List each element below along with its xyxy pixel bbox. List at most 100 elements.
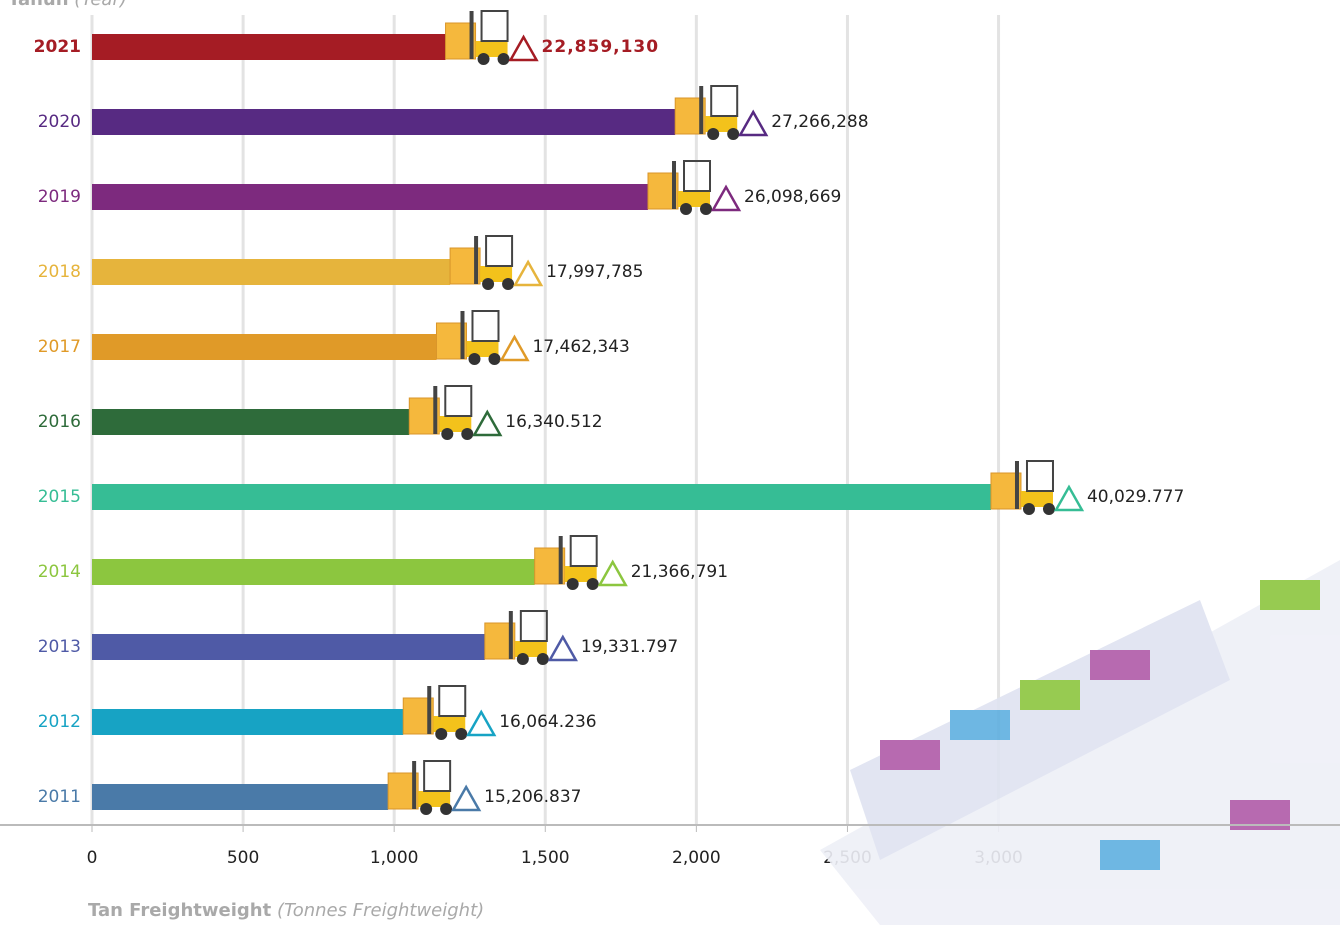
forklift-wheel [517,653,529,665]
bar [92,34,446,60]
bar [92,409,409,435]
forklift-mast [672,161,676,209]
bar [92,559,535,585]
y-tick-label: 2012 [38,712,81,732]
y-tick-label: 2013 [38,637,81,657]
forklift-wheel [478,53,490,65]
forklift-icon [450,236,514,290]
triangle-icon [713,187,739,210]
forklift-wheel [700,203,712,215]
forklift-wheel [587,578,599,590]
value-annotation: 17,462,343 [532,337,629,357]
bar [92,484,991,510]
forklift-mast [474,236,478,284]
y-axis-title-sub: (Year) [74,0,127,10]
forklift-mast [509,611,513,659]
value-annotation: 16,340.512 [505,412,602,432]
triangle-icon [550,637,576,660]
forklift-wheel [1043,503,1055,515]
value-annotation: 40,029.777 [1087,487,1184,507]
triangle-icon [1056,487,1082,510]
forklift-wheel [435,728,447,740]
forklift-cab [439,686,465,716]
forklift-wheel [498,53,510,65]
forklift-wheel [420,803,432,815]
x-tick-label: 2,000 [672,848,721,868]
bar [92,709,403,735]
chart: Tahun (Year) Tan Freightweight (Tonnes F… [0,0,1340,925]
triangle-icon [501,337,527,360]
forklift-wheel [707,128,719,140]
forklift-mast [559,536,563,584]
forklift-mast [460,311,464,359]
value-annotation: 22,859,130 [542,37,660,57]
y-tick-label: 2011 [38,787,81,807]
y-tick-label: 2016 [38,412,81,432]
forklift-cab [482,11,508,41]
bar [92,634,485,660]
forklift-wheel [468,353,480,365]
y-axis-title-main: Tahun [8,0,69,10]
forklift-wheel [567,578,579,590]
bar [92,109,675,135]
forklift-mast [1015,461,1019,509]
value-annotation: 19,331.797 [581,637,678,657]
value-annotation: 21,366,791 [631,562,728,582]
value-annotation: 16,064.236 [499,712,596,732]
forklift-icon [485,611,549,665]
forklift-icon [991,461,1055,515]
forklift-mast [470,11,474,59]
forklift-icon [409,386,473,440]
forklift-mast [427,686,431,734]
forklift-cab [711,86,737,116]
bar [92,259,450,285]
forklift-icon [648,161,712,215]
value-annotation: 17,997,785 [546,262,643,282]
value-annotation: 27,266,288 [771,112,868,132]
x-axis-title-sub: (Tonnes Freightweight) [277,900,484,921]
bar [92,334,436,360]
x-axis-title-main: Tan Freightweight [88,900,272,921]
bar [92,784,388,810]
forklift-wheel [482,278,494,290]
forklift-wheel [727,128,739,140]
forklift-icon [446,11,510,65]
forklift-cab [1027,461,1053,491]
forklift-wheel [440,803,452,815]
triangle-icon [474,412,500,435]
triangle-icon [740,112,766,135]
bar [92,184,648,210]
y-tick-label: 2018 [38,262,81,282]
forklift-mast [433,386,437,434]
y-tick-label: 2017 [38,337,81,357]
x-axis-title: Tan Freightweight (Tonnes Freightweight) [88,900,484,921]
x-tick-label: 500 [227,848,259,868]
forklift-wheel [488,353,500,365]
forklift-wheel [461,428,473,440]
x-tick-label: 0 [87,848,98,868]
forklift-wheel [502,278,514,290]
y-axis-title: Tahun (Year) [8,0,127,10]
triangle-icon [600,562,626,585]
x-tick-label: 1,500 [521,848,570,868]
x-tick-label: 1,000 [370,848,419,868]
triangle-icon [515,262,541,285]
forklift-cab [486,236,512,266]
y-tick-label: 2020 [38,112,81,132]
value-annotation: 26,098,669 [744,187,841,207]
forklift-icon [388,761,452,815]
forklift-mast [412,761,416,809]
forklift-cab [424,761,450,791]
forklift-wheel [537,653,549,665]
forklift-cab [571,536,597,566]
value-annotation: 15,206.837 [484,787,581,807]
forklift-icon [403,686,467,740]
triangle-icon [453,787,479,810]
forklift-wheel [680,203,692,215]
forklift-wheel [455,728,467,740]
forklift-cab [445,386,471,416]
y-tick-label: 2019 [38,187,81,207]
forklift-cab [472,311,498,341]
y-tick-label: 2015 [38,487,81,507]
forklift-wheel [1023,503,1035,515]
